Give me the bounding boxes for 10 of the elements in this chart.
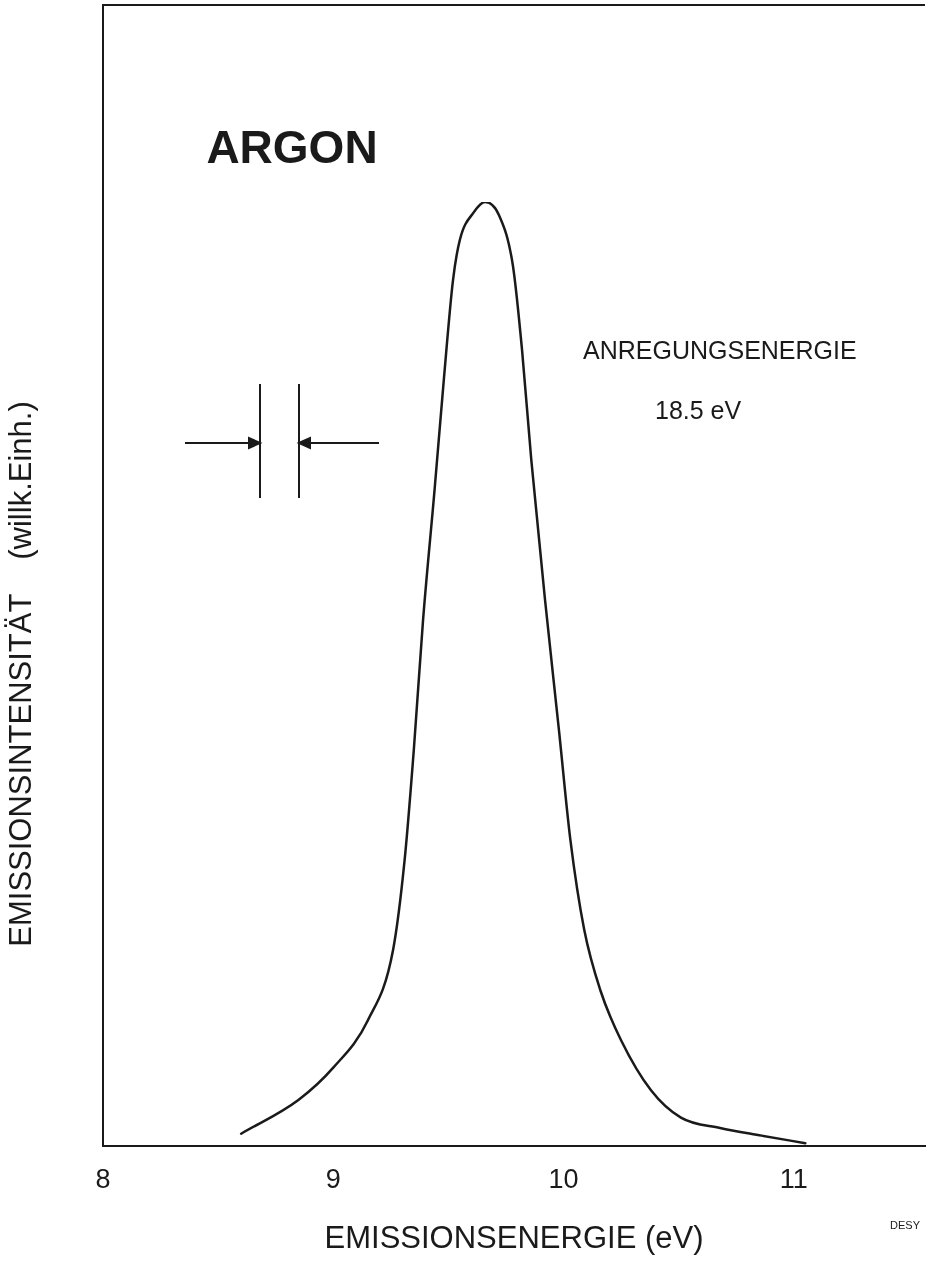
x-tick-label: 10 [548, 1163, 579, 1194]
x-axis-title: EMISSIONSENERGIE (eV) [324, 1219, 704, 1255]
text: ARGON [206, 120, 378, 173]
x-tick-label: 11 [779, 1163, 808, 1194]
x-tick-label: 9 [325, 1163, 341, 1194]
x-tick-label: 8 [95, 1163, 111, 1194]
annotation: 18.5 eV [655, 395, 742, 424]
annotation: ANREGUNGSENERGIE [583, 335, 857, 364]
y-axis-title: EMISSIONSINTENSITÄT (willk.Einh.) [3, 401, 39, 947]
text: DESY [890, 1219, 921, 1232]
